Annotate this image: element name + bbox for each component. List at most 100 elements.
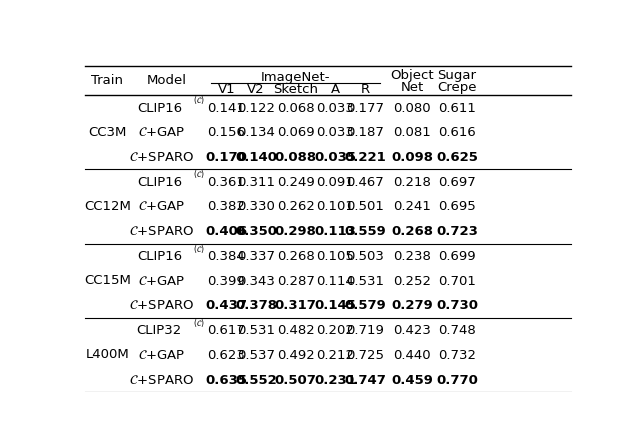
Text: 0.145: 0.145 [314,299,356,312]
Text: Object: Object [390,69,434,82]
Text: 0.141: 0.141 [207,102,245,114]
Text: 0.033: 0.033 [317,102,355,114]
Text: 0.069: 0.069 [277,126,315,139]
Text: $^{(\mathcal{C})}$: $^{(\mathcal{C})}$ [193,97,205,107]
Text: 0.459: 0.459 [392,374,433,387]
Text: 0.134: 0.134 [237,126,275,139]
Text: 0.122: 0.122 [237,102,275,114]
Text: CLIP16: CLIP16 [137,250,182,263]
Text: 0.699: 0.699 [438,250,476,263]
Text: 0.695: 0.695 [438,201,476,213]
Text: 0.033: 0.033 [317,126,355,139]
Text: 0.559: 0.559 [344,225,386,238]
Text: 0.170: 0.170 [205,151,247,164]
Text: 0.177: 0.177 [346,102,384,114]
Text: 0.437: 0.437 [205,299,247,312]
Text: 0.503: 0.503 [346,250,384,263]
Text: 0.113: 0.113 [314,225,356,238]
Text: 0.748: 0.748 [438,324,476,337]
Text: CC12M: CC12M [84,200,131,213]
Text: 0.311: 0.311 [237,176,275,189]
Text: 0.262: 0.262 [277,201,315,213]
Text: 0.081: 0.081 [394,126,431,139]
Text: 0.552: 0.552 [236,374,277,387]
Text: 0.238: 0.238 [394,250,431,263]
Text: 0.252: 0.252 [394,275,431,288]
Text: CLIP16: CLIP16 [137,102,182,114]
Text: $\mathcal{C}$+GAP: $\mathcal{C}$+GAP [138,275,186,288]
Text: 0.105: 0.105 [317,250,355,263]
Text: CLIP16: CLIP16 [137,176,182,189]
Text: 0.298: 0.298 [275,225,317,238]
Text: 0.212: 0.212 [316,349,355,362]
Text: 0.507: 0.507 [275,374,317,387]
Text: CC15M: CC15M [84,274,131,287]
Text: 0.723: 0.723 [436,225,478,238]
Text: 0.268: 0.268 [391,225,433,238]
Text: 0.492: 0.492 [277,349,315,362]
Text: 0.140: 0.140 [235,151,277,164]
Text: 0.268: 0.268 [277,250,315,263]
Text: 0.080: 0.080 [394,102,431,114]
Text: 0.617: 0.617 [207,324,245,337]
Text: 0.361: 0.361 [207,176,245,189]
Text: $\mathcal{C}$+GAP: $\mathcal{C}$+GAP [138,201,186,213]
Text: 0.406: 0.406 [205,225,248,238]
Text: $\mathcal{C}$+S$\mathrm{PARO}$: $\mathcal{C}$+S$\mathrm{PARO}$ [129,225,195,238]
Text: 0.098: 0.098 [391,151,433,164]
Text: 0.350: 0.350 [235,225,277,238]
Text: 0.241: 0.241 [394,201,431,213]
Text: 0.531: 0.531 [237,324,275,337]
Text: V2: V2 [247,83,265,96]
Text: 0.035: 0.035 [314,151,356,164]
Text: CLIP32: CLIP32 [137,324,182,337]
Text: 0.501: 0.501 [346,201,384,213]
Text: 0.231: 0.231 [314,374,356,387]
Text: V1: V1 [218,83,235,96]
Text: L400M: L400M [85,348,129,361]
Text: 0.330: 0.330 [237,201,275,213]
Text: 0.537: 0.537 [237,349,275,362]
Text: Model: Model [147,74,187,87]
Text: 0.625: 0.625 [436,151,478,164]
Text: 0.770: 0.770 [436,374,478,387]
Text: 0.249: 0.249 [277,176,315,189]
Text: 0.623: 0.623 [207,349,245,362]
Text: 0.279: 0.279 [392,299,433,312]
Text: 0.187: 0.187 [346,126,384,139]
Text: 0.399: 0.399 [207,275,245,288]
Text: 0.482: 0.482 [277,324,315,337]
Text: 0.423: 0.423 [394,324,431,337]
Text: Net: Net [401,81,424,94]
Text: 0.719: 0.719 [346,324,384,337]
Text: 0.378: 0.378 [235,299,277,312]
Text: 0.732: 0.732 [438,349,476,362]
Text: 0.611: 0.611 [438,102,476,114]
Text: 0.343: 0.343 [237,275,275,288]
Text: 0.101: 0.101 [317,201,355,213]
Text: R: R [360,83,370,96]
Text: 0.218: 0.218 [394,176,431,189]
Text: $\mathcal{C}$+S$\mathrm{PARO}$: $\mathcal{C}$+S$\mathrm{PARO}$ [129,299,195,312]
Text: 0.579: 0.579 [344,299,386,312]
Text: 0.088: 0.088 [275,151,317,164]
Text: 0.221: 0.221 [344,151,386,164]
Text: A: A [331,83,340,96]
Text: 0.697: 0.697 [438,176,476,189]
Text: 0.384: 0.384 [207,250,245,263]
Text: 0.440: 0.440 [394,349,431,362]
Text: 0.202: 0.202 [317,324,355,337]
Text: 0.114: 0.114 [317,275,355,288]
Text: ImageNet-: ImageNet- [261,71,330,84]
Text: 0.701: 0.701 [438,275,476,288]
Text: 0.725: 0.725 [346,349,384,362]
Text: CC3M: CC3M [88,126,127,139]
Text: 0.091: 0.091 [317,176,355,189]
Text: $\mathcal{C}$+S$\mathrm{PARO}$: $\mathcal{C}$+S$\mathrm{PARO}$ [129,374,195,387]
Text: 0.635: 0.635 [205,374,247,387]
Text: 0.317: 0.317 [275,299,317,312]
Text: 0.068: 0.068 [277,102,315,114]
Text: $^{(\mathcal{C})}$: $^{(\mathcal{C})}$ [193,319,205,330]
Text: $^{(\mathcal{C})}$: $^{(\mathcal{C})}$ [193,171,205,181]
Text: Sketch: Sketch [273,83,318,96]
